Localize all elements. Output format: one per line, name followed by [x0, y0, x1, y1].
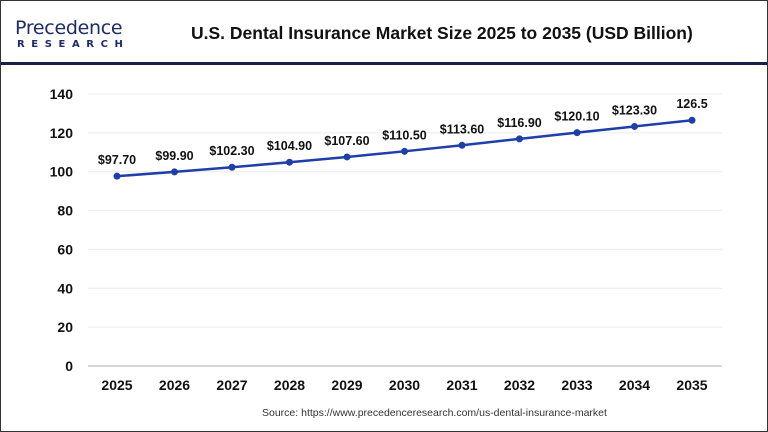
x-tick-label: 2031: [446, 377, 477, 393]
y-tick-label: 100: [50, 164, 74, 180]
y-tick-label: 0: [65, 358, 73, 374]
y-tick-label: 120: [50, 125, 74, 141]
x-tick-label: 2030: [389, 377, 420, 393]
y-tick-label: 40: [57, 280, 73, 296]
x-tick-label: 2026: [159, 377, 190, 393]
data-point: [343, 153, 351, 161]
data-label: $123.30: [612, 103, 657, 117]
header-divider: [1, 62, 767, 65]
x-tick-label: 2025: [101, 377, 132, 393]
data-label: $107.60: [324, 134, 369, 148]
source-note: Source: https://www.precedenceresearch.c…: [262, 407, 607, 419]
data-point: [401, 147, 408, 155]
data-point: [113, 172, 121, 180]
data-label: $120.10: [554, 110, 599, 124]
gridlines: [88, 93, 722, 367]
logo-subtitle: RESEARCH: [17, 39, 130, 50]
data-label: 126.5: [676, 97, 707, 111]
header: Precedence RESEARCH U.S. Dental Insuranc…: [1, 1, 767, 63]
y-tick-label: 140: [50, 86, 74, 102]
data-labels: $97.70 $99.90 $102.30 $104.90 $107.60 $110.50…: [98, 97, 708, 167]
data-point: [688, 116, 696, 124]
data-point: [631, 122, 638, 130]
data-point: [228, 163, 236, 171]
x-axis-ticks: 2025 2026 2027 2028 2029 2030 2031 2032 2033 2034…: [101, 377, 707, 393]
x-tick-label: 2033: [561, 377, 592, 393]
x-tick-label: 2028: [274, 377, 305, 393]
x-tick-label: 2035: [676, 377, 707, 393]
y-tick-label: 80: [57, 203, 73, 219]
x-tick-label: 2032: [504, 377, 535, 393]
data-point: [286, 158, 293, 166]
x-tick-label: 2027: [216, 377, 247, 393]
data-point: [573, 129, 581, 137]
chart-title: U.S. Dental Insurance Market Size 2025 t…: [191, 23, 693, 43]
data-label: $113.60: [440, 122, 485, 136]
y-tick-label: 60: [57, 241, 73, 257]
x-tick-label: 2029: [331, 377, 362, 393]
data-label: $110.50: [382, 128, 427, 142]
y-tick-label: 20: [57, 319, 73, 335]
x-tick-label: 2034: [619, 377, 650, 393]
data-label: $102.30: [209, 144, 254, 158]
precedence-research-logo: Precedence RESEARCH: [15, 17, 135, 53]
data-label: $116.90: [497, 116, 542, 130]
y-axis-ticks: 0 20 40 60 80 100 120 140: [50, 86, 74, 374]
data-label: $99.90: [155, 149, 193, 163]
data-label: $97.70: [98, 153, 136, 167]
series-market-size: [113, 116, 696, 180]
data-point: [171, 168, 178, 176]
data-point: [458, 141, 466, 149]
data-point: [516, 135, 523, 143]
data-label: $104.90: [267, 139, 312, 153]
logo-wordmark: Precedence: [15, 17, 123, 39]
